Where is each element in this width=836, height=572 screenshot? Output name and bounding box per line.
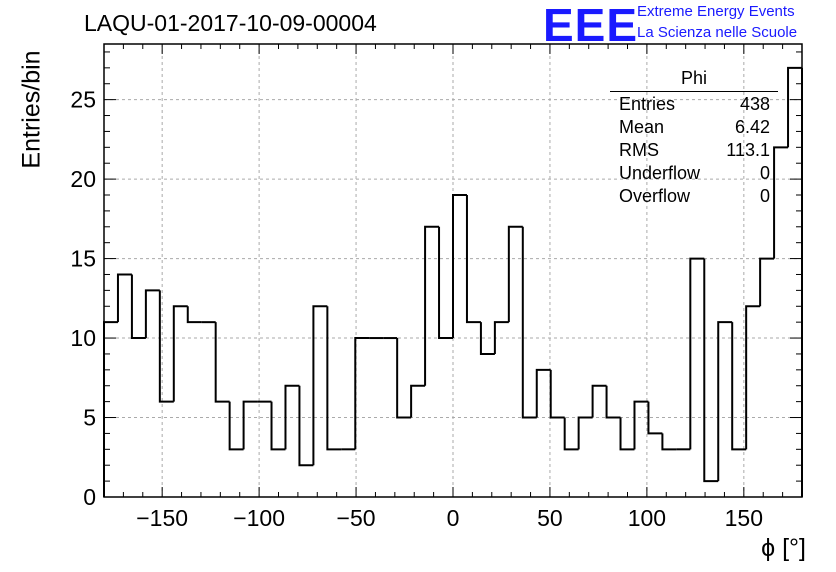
stat-label-rms: RMS — [619, 140, 659, 160]
eee-logo: EEE — [543, 0, 639, 51]
histogram-bin — [647, 401, 663, 435]
histogram-bin — [424, 225, 440, 386]
histogram-bin — [103, 321, 118, 497]
histogram-bin — [284, 384, 300, 450]
histogram-bin — [703, 258, 719, 483]
histogram-bin — [661, 433, 677, 451]
y-tick-label: 25 — [70, 87, 96, 113]
stat-value-entries: 438 — [739, 94, 770, 114]
histogram-bin — [605, 385, 621, 419]
stat-label-entries: Entries — [619, 94, 676, 114]
y-tick-label: 10 — [70, 325, 96, 351]
histogram-bin — [298, 385, 314, 467]
stat-value-underflow: 0 — [759, 163, 770, 183]
stat-label-mean: Mean — [619, 117, 665, 137]
x-tick-label: −150 — [136, 505, 188, 531]
x-tick-label: 150 — [725, 505, 763, 531]
histogram-bin — [745, 305, 761, 450]
histogram-bin — [787, 66, 802, 148]
histogram-bin — [116, 273, 132, 323]
histogram-bin — [717, 321, 733, 482]
histogram-bin — [326, 306, 342, 451]
histogram-bin — [144, 289, 160, 339]
histogram-bin — [577, 416, 593, 450]
y-tick-label: 0 — [83, 484, 96, 510]
histogram-bin — [549, 369, 565, 419]
histogram-bin — [591, 384, 607, 418]
x-tick-label: −50 — [337, 505, 376, 531]
histogram-bin — [521, 226, 537, 419]
y-tick-label: 20 — [70, 166, 96, 192]
x-tick-label: 0 — [447, 505, 460, 531]
histogram-bin — [242, 400, 258, 450]
histogram-bin — [563, 417, 579, 451]
histogram-bin — [270, 401, 286, 451]
stat-value-overflow: 0 — [759, 186, 770, 206]
x-axis-label: ϕ [°] — [761, 534, 806, 562]
histogram-bin — [410, 384, 426, 418]
histogram-bin — [438, 226, 453, 340]
histogram-bin — [172, 305, 188, 402]
histogram-bin — [479, 322, 495, 355]
histogram-bin — [619, 417, 635, 451]
histogram-bin — [759, 257, 775, 307]
x-tick-label: 100 — [628, 505, 666, 531]
histogram-bin — [633, 400, 649, 450]
logo-line-2: La Scienza nelle Scuole — [637, 24, 798, 41]
histogram-bin — [312, 305, 328, 466]
x-tick-label: −100 — [233, 505, 285, 531]
histogram-bin — [214, 322, 230, 403]
stat-value-mean: 6.42 — [734, 117, 770, 137]
chart-title: LAQU-01-2017-10-09-00004 — [84, 10, 377, 36]
histogram-bin — [773, 146, 789, 259]
histogram-bin — [731, 322, 747, 451]
stat-label-overflow: Overflow — [619, 186, 691, 206]
histogram-bin — [186, 306, 202, 324]
histogram-bin — [158, 290, 174, 403]
stats-title: Phi — [680, 68, 707, 88]
logo-line-1: Extreme Energy Events — [637, 3, 795, 20]
y-tick-label: 5 — [83, 405, 96, 431]
stat-label-underflow: Underflow — [619, 163, 701, 183]
histogram-bin — [354, 337, 370, 450]
histogram-bin — [130, 274, 146, 340]
histogram-bin — [493, 321, 509, 354]
y-axis-label: Entries/bin — [17, 50, 46, 169]
x-tick-label: 50 — [537, 505, 563, 531]
histogram-bin — [452, 194, 467, 339]
histogram-bin — [689, 257, 705, 450]
histogram-bin — [228, 401, 244, 451]
histogram-bin — [507, 225, 523, 323]
stats-divider — [610, 91, 778, 92]
histogram-bin — [535, 368, 551, 418]
histogram-bin — [465, 195, 481, 324]
y-tick-label: 15 — [70, 246, 96, 272]
stat-value-rms: 113.1 — [726, 140, 770, 160]
histogram-bin — [396, 338, 412, 419]
